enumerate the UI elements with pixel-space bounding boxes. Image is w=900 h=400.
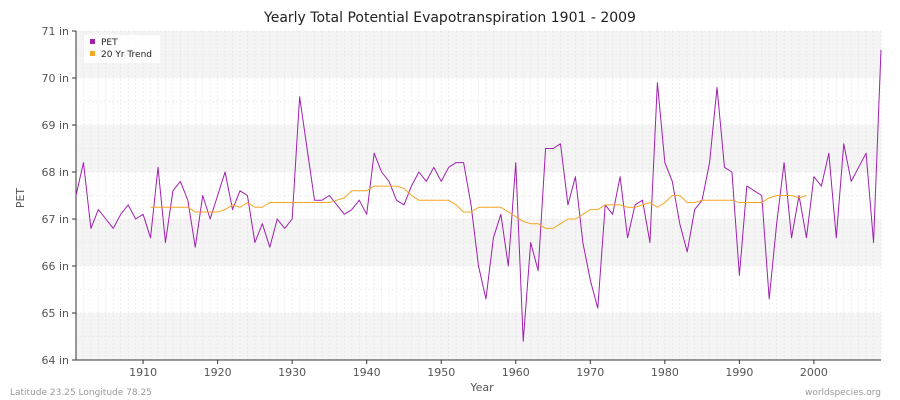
legend: PET 20 Yr Trend: [84, 35, 160, 63]
x-axis-label: Year: [469, 381, 494, 394]
x-tick-label: 1950: [427, 366, 455, 379]
y-axis-label: PET: [14, 188, 27, 209]
x-tick-labels: 1910 1920 1930 1940 1950 1960 1970 1980 1990 2000: [129, 366, 828, 379]
legend-label-trend: 20 Yr Trend: [101, 50, 152, 60]
footer-coordinates: Latitude 23.25 Longitude 78.25: [10, 388, 152, 398]
y-tick-label: 68 in: [41, 166, 69, 179]
series-line-trend: [150, 185, 807, 229]
y-tick-label: 70 in: [41, 72, 69, 85]
x-tick-label: 1920: [204, 366, 232, 379]
legend-swatch-trend: [90, 51, 95, 56]
y-tick-label: 69 in: [41, 119, 69, 132]
series-lines: [75, 49, 882, 342]
y-tick-label: 71 in: [41, 25, 69, 38]
x-tick-label: 1980: [651, 366, 679, 379]
x-tick-label: 1930: [278, 366, 306, 379]
y-tick-label: 66 in: [41, 260, 69, 273]
legend-box: [84, 35, 160, 63]
x-tick-label: 2000: [800, 366, 828, 379]
series-line-pet: [75, 49, 882, 342]
y-tick-label: 65 in: [41, 307, 69, 320]
background-band: [76, 31, 881, 78]
x-tick-label: 1910: [129, 366, 157, 379]
x-tick-label: 1960: [502, 366, 530, 379]
legend-label-pet: PET: [101, 38, 118, 48]
y-tick-label: 67 in: [41, 213, 69, 226]
legend-swatch-pet: [90, 39, 95, 44]
x-tick-label: 1970: [576, 366, 604, 379]
chart-title: Yearly Total Potential Evapotranspiratio…: [263, 10, 636, 26]
background-band: [76, 219, 881, 266]
x-tick-label: 1940: [353, 366, 381, 379]
y-tick-labels: 64 in 65 in 66 in 67 in 68 in 69 in 70 in 71 in: [41, 25, 69, 367]
footer-source: worldspecies.org: [805, 388, 881, 398]
y-tick-label: 64 in: [41, 354, 69, 367]
x-tick-label: 1990: [725, 366, 753, 379]
